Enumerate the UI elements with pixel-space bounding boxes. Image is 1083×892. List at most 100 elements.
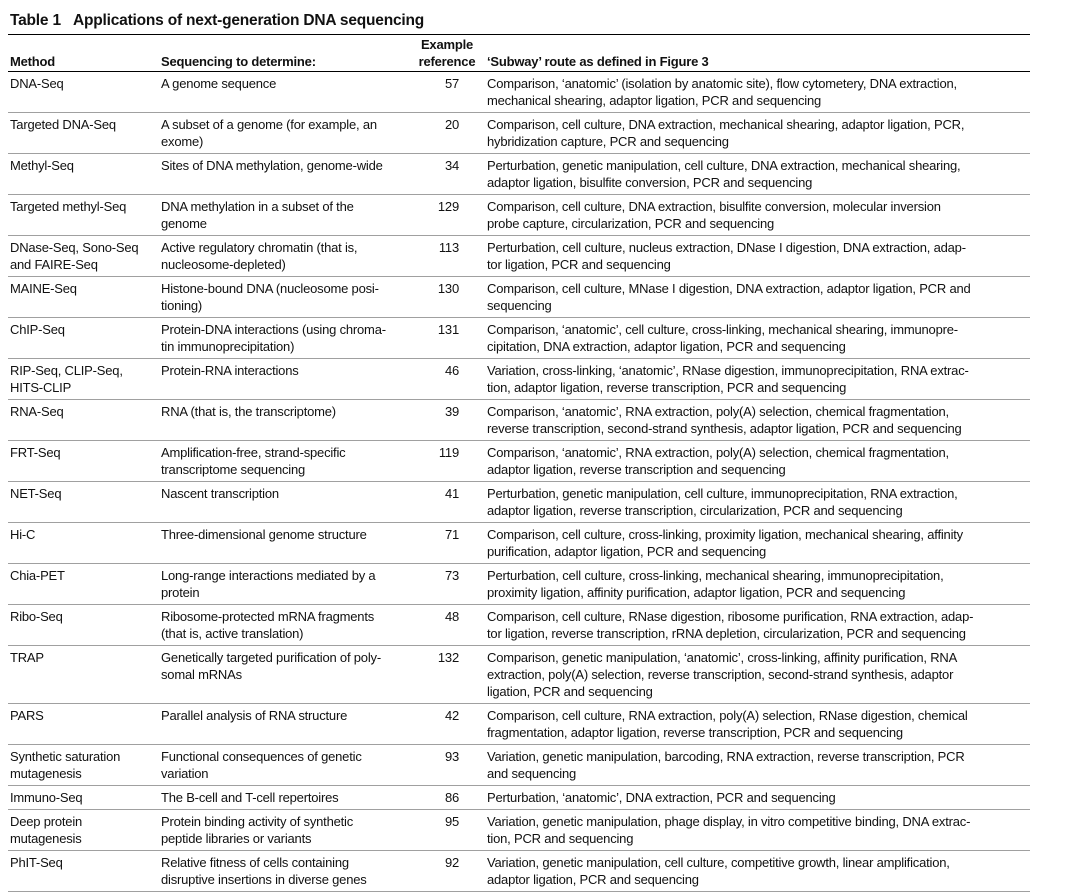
determine-line: tin immunoprecipitation) [161,339,295,354]
header-row: Method Sequencing to determine: Example ref… [8,36,1030,72]
table-row: TRAP Genetically targeted purification of… [8,645,1030,704]
header-line: Method [10,54,56,69]
determine-cell: RNA (that is, the transcriptome) [159,399,409,441]
method-line: Deep protein [10,814,83,829]
route-line: tor ligation, reverse transcription, rRN… [487,626,966,641]
determine-line: Functional consequences of genetic [161,749,362,764]
route-line: Comparison, ‘anatomic’ (isolation by ana… [487,76,957,91]
determine-cell: Genetically targeted purification of pol… [159,645,409,704]
method-cell: Immuno-Seq [8,785,159,810]
header-line: Sequencing to determine: [161,54,316,69]
route-cell: Comparison, ‘anatomic’ (isolation by ana… [485,71,1030,113]
route-line: adaptor ligation, bisulfite conversion, … [487,175,813,190]
determine-line: A subset of a genome (for example, an [161,117,377,132]
determine-line: nucleosome-depleted) [161,257,286,272]
method-cell: Targeted DNA-Seq [8,112,159,154]
method-cell: RNA-Seq [8,399,159,441]
table-row: Hi-C Three-dimensional genome structure 71… [8,522,1030,564]
route-line: Comparison, ‘anatomic’, RNA extraction, … [487,404,949,419]
table-row: Synthetic saturation mutagenesis Functiona… [8,744,1030,786]
method-cell: FRT-Seq [8,440,159,482]
determine-cell: Parallel analysis of RNA structure [159,703,409,745]
method-line: Immuno-Seq [10,790,83,805]
route-cell: Comparison, cell culture, DNA extraction… [485,194,1030,236]
route-line: proximity ligation, affinity purificatio… [487,585,906,600]
method-line: Targeted DNA-Seq [10,117,116,132]
route-line: Variation, genetic manipulation, phage d… [487,814,971,829]
determine-line: peptide libraries or variants [161,831,312,846]
method-line: and FAIRE-Seq [10,257,98,272]
reference-cell: 48 [409,604,485,646]
route-line: sequencing [487,298,552,313]
route-line: Perturbation, cell culture, cross-linkin… [487,568,944,583]
route-line: tion, PCR and sequencing [487,831,634,846]
method-line: Hi-C [10,527,36,542]
route-cell: Variation, genetic manipulation, phage d… [485,809,1030,851]
table-row: Methyl-Seq Sites of DNA methylation, geno… [8,153,1030,195]
determine-cell: Protein-DNA interactions (using chroma-t… [159,317,409,359]
method-line: MAINE-Seq [10,281,77,296]
method-line: DNA-Seq [10,76,64,91]
determine-line: disruptive insertions in diverse genes [161,872,367,887]
table-row: RNA-Seq RNA (that is, the transcriptome) 3… [8,399,1030,441]
determine-line: Genetically targeted purification of pol… [161,650,381,665]
route-line: Variation, cross-linking, ‘anatomic’, RN… [487,363,969,378]
route-line: Variation, genetic manipulation, barcodi… [487,749,965,764]
route-line: tion, adaptor ligation, reverse transcri… [487,380,847,395]
table-body: DNA-Seq A genome sequence 57 Comparison, ‘a… [8,71,1030,892]
column-header: Example reference [409,36,485,72]
determine-line: Protein-RNA interactions [161,363,299,378]
determine-line: DNA methylation in a subset of the [161,199,354,214]
determine-cell: Relative fitness of cells containing disr… [159,850,409,892]
determine-line: Histone-bound DNA (nucleosome posi- [161,281,379,296]
table-label: Table 1 [10,12,61,29]
route-line: Perturbation, ‘anatomic’, DNA extraction… [487,790,836,805]
determine-line: The B-cell and T-cell repertoires [161,790,339,805]
determine-cell: DNA methylation in a subset of the genome [159,194,409,236]
table-row: Deep protein mutagenesis Protein binding a… [8,809,1030,851]
table-caption: Applications of next-generation DNA sequ… [72,12,425,29]
route-line: Comparison, ‘anatomic’, RNA extraction, … [487,445,949,460]
reference-cell: 119 [409,440,485,482]
determine-line: Active regulatory chromatin (that is, [161,240,358,255]
method-cell: ChIP-Seq [8,317,159,359]
method-line: ChIP-Seq [10,322,65,337]
route-cell: Perturbation, cell culture, nucleus extr… [485,235,1030,277]
method-line: Methyl-Seq [10,158,74,173]
determine-cell: A genome sequence [159,71,409,113]
route-line: ligation, PCR and sequencing [487,684,653,699]
determine-cell: Sites of DNA methylation, genome-wide [159,153,409,195]
route-line: mechanical shearing, adaptor ligation, P… [487,93,822,108]
table-row: DNA-Seq A genome sequence 57 Comparison, ‘a… [8,71,1030,113]
method-line: mutagenesis [10,766,82,781]
header-line: ‘Subway’ route as defined in Figure 3 [487,54,709,69]
reference-cell: 113 [409,235,485,277]
determine-line: Protein binding activity of synthetic [161,814,354,829]
determine-line: Parallel analysis of RNA structure [161,708,348,723]
table-row: FRT-Seq Amplification-free, strand-specif… [8,440,1030,482]
column-header: Method [8,36,159,72]
route-line: Perturbation, genetic manipulation, cell… [487,158,961,173]
route-cell: Variation, genetic manipulation, barcodi… [485,744,1030,786]
reference-cell: 34 [409,153,485,195]
route-cell: Perturbation, genetic manipulation, cell… [485,153,1030,195]
route-line: Perturbation, genetic manipulation, cell… [487,486,958,501]
reference-cell: 41 [409,481,485,523]
method-cell: Targeted methyl-Seq [8,194,159,236]
method-line: TRAP [10,650,44,665]
table-row: DNase-Seq, Sono-Seq and FAIRE-Seq Active r… [8,235,1030,277]
method-line: mutagenesis [10,831,82,846]
method-line: Targeted methyl-Seq [10,199,127,214]
method-line: PhIT-Seq [10,855,63,870]
method-cell: PhIT-Seq [8,850,159,892]
determine-line: variation [161,766,209,781]
method-cell: Ribo-Seq [8,604,159,646]
method-cell: Synthetic saturation mutagenesis [8,744,159,786]
reference-cell: 132 [409,645,485,704]
table-row: PARS Parallel analysis of RNA structure 42… [8,703,1030,745]
route-cell: Comparison, ‘anatomic’, RNA extraction, … [485,440,1030,482]
reference-cell: 71 [409,522,485,564]
route-line: extraction, poly(A) selection, reverse t… [487,667,954,682]
reference-cell: 95 [409,809,485,851]
method-cell: Deep protein mutagenesis [8,809,159,851]
